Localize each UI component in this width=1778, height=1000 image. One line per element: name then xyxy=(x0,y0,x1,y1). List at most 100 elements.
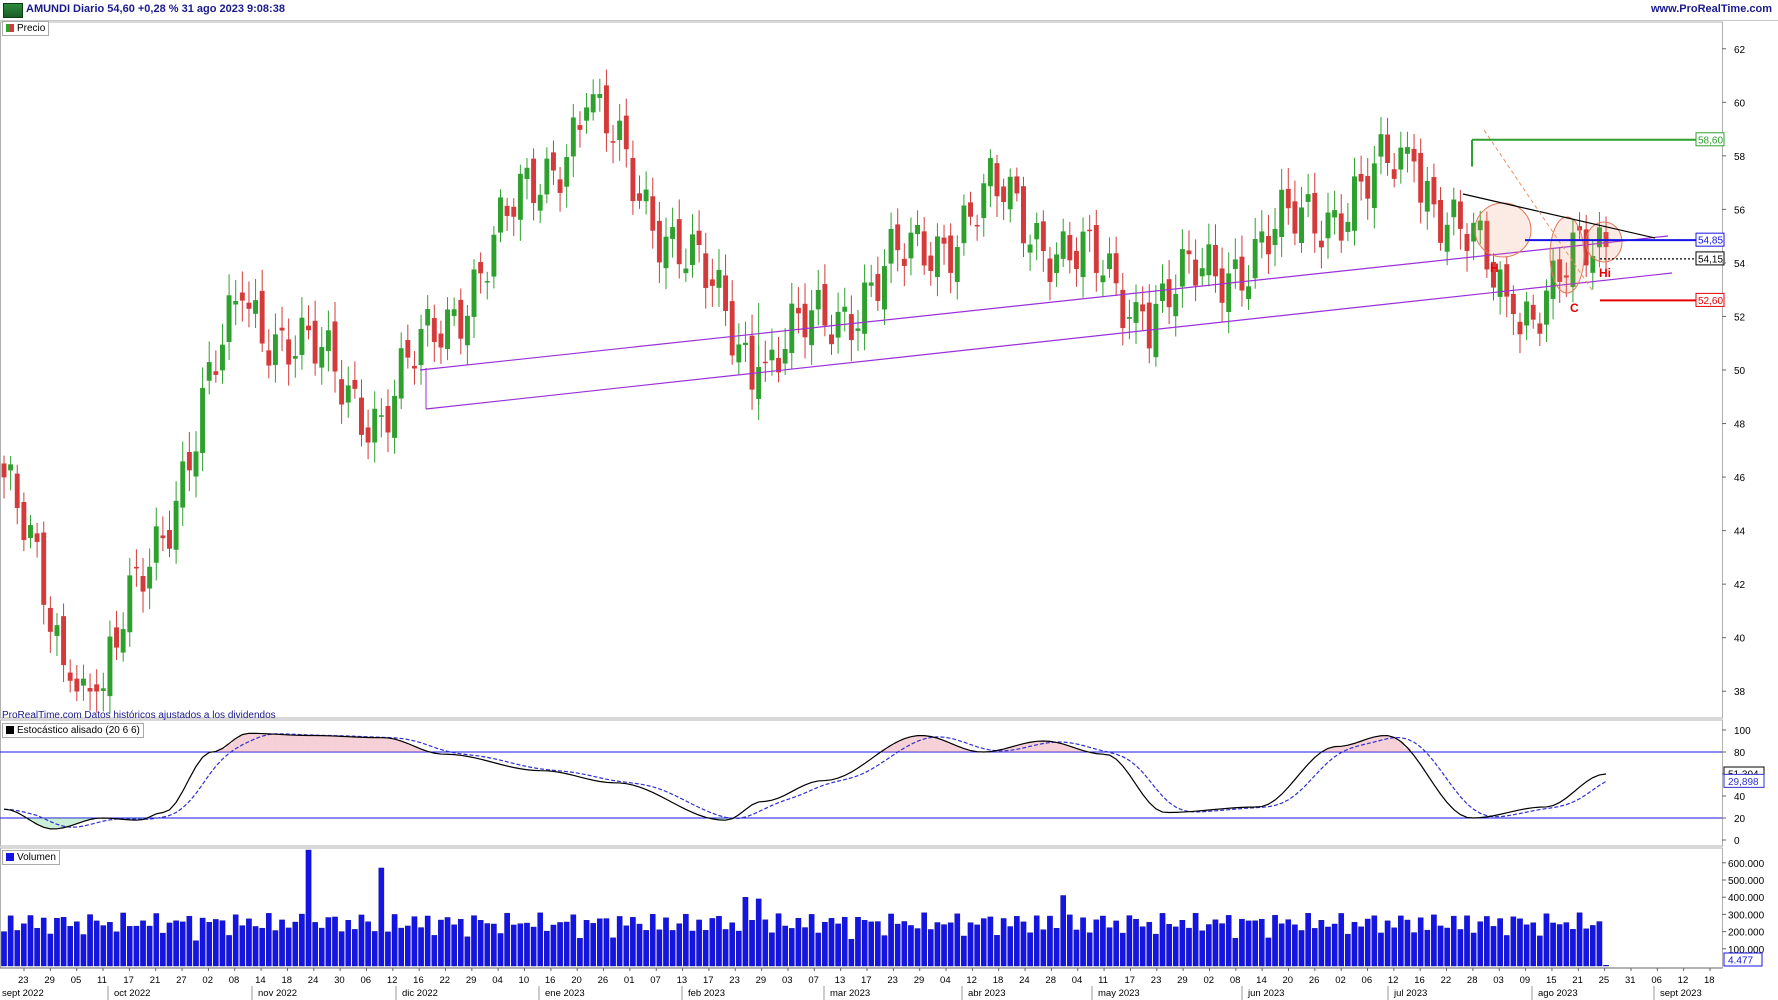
volume-bar xyxy=(1450,915,1457,967)
candle xyxy=(299,297,305,370)
volume-bar xyxy=(941,924,947,967)
volume-bar xyxy=(1252,920,1258,967)
candle xyxy=(782,328,788,375)
site-link[interactable]: www.ProRealTime.com xyxy=(1650,3,1772,15)
candle-body xyxy=(1517,321,1523,335)
stoch-tick-label: 100 xyxy=(1734,726,1751,737)
candle xyxy=(471,259,477,339)
candle-body xyxy=(1140,304,1146,312)
candle xyxy=(921,217,927,275)
candle xyxy=(279,306,285,352)
date-tick-label: 04 xyxy=(492,975,503,986)
candle xyxy=(332,301,338,393)
date-tick-label: 04 xyxy=(1072,975,1083,986)
candle-body xyxy=(531,158,537,204)
volume-bar xyxy=(1060,895,1066,967)
candle xyxy=(14,464,20,525)
volume-bar xyxy=(60,916,67,967)
date-tick-label: 16 xyxy=(413,975,424,986)
candle xyxy=(1232,238,1238,289)
pattern-annotation-hi: Hi xyxy=(1599,266,1611,280)
volume-bar xyxy=(504,912,510,967)
candle xyxy=(167,510,172,558)
price-panel-label[interactable]: Precio xyxy=(2,21,50,36)
volume-bar xyxy=(385,931,391,967)
volume-bar xyxy=(206,922,213,967)
candle xyxy=(1186,230,1192,274)
candle-body xyxy=(1510,293,1516,315)
stochastic-panel-label[interactable]: Estocástico alisado (20 6 6) xyxy=(2,723,144,738)
volume-tick-label: 200.000 xyxy=(1728,928,1765,939)
candle-body xyxy=(306,325,311,331)
date-tick-label: 23 xyxy=(1151,975,1162,986)
volume-bar xyxy=(186,915,193,967)
volume-bar xyxy=(1206,924,1212,967)
candle-body xyxy=(471,269,477,317)
candle-body xyxy=(272,334,278,366)
candle-body xyxy=(842,306,848,312)
instrument-title: AMUNDI Diario 54,60 +0,28 % 31 ago 2023 … xyxy=(26,3,285,15)
candle xyxy=(41,521,47,625)
candle xyxy=(848,295,854,362)
candle xyxy=(445,297,450,361)
candle xyxy=(1385,117,1391,176)
candle xyxy=(1424,166,1430,230)
pattern-neckline xyxy=(1462,193,1656,239)
volume-bar xyxy=(1146,921,1153,967)
volume-bar xyxy=(1431,914,1437,967)
candle xyxy=(1398,131,1404,184)
candle-body xyxy=(359,397,364,435)
date-tick-label: 06 xyxy=(1362,975,1373,986)
date-tick-label: 29 xyxy=(44,975,55,986)
volume-bar xyxy=(1457,929,1464,967)
candle xyxy=(418,314,424,385)
volume-bar xyxy=(438,919,444,967)
candle-body xyxy=(974,224,980,227)
pattern-annotation-h: H xyxy=(1490,261,1499,275)
candle xyxy=(1014,167,1020,202)
volume-bar xyxy=(266,913,272,967)
candle xyxy=(637,175,642,209)
candle xyxy=(1510,285,1516,336)
candle-body xyxy=(114,627,119,648)
candle xyxy=(173,481,179,564)
candle xyxy=(213,350,219,383)
volume-bar xyxy=(1543,913,1550,967)
candle xyxy=(742,321,748,363)
candle-body xyxy=(1021,186,1026,244)
level-label-resistance-box xyxy=(1695,132,1725,147)
volume-bar xyxy=(994,935,1000,967)
candle xyxy=(862,264,868,351)
volume-bar xyxy=(1391,927,1397,967)
candle xyxy=(1126,299,1132,340)
candle xyxy=(1001,178,1007,220)
volume-bar xyxy=(1325,926,1331,967)
candle-body xyxy=(325,330,331,352)
candle-body xyxy=(1358,173,1364,182)
volume-bar xyxy=(616,916,623,967)
candle-body xyxy=(1299,207,1304,243)
candle-legend-icon xyxy=(6,24,14,32)
volume-bar xyxy=(1285,919,1292,967)
date-tick-label: 18 xyxy=(1704,975,1715,986)
candle xyxy=(1352,157,1357,246)
candle xyxy=(1345,203,1351,242)
volume-panel-frame xyxy=(0,847,1723,969)
date-tick-label: 17 xyxy=(861,975,872,986)
candle-body xyxy=(597,94,603,98)
volume-bar xyxy=(1437,925,1444,967)
candle xyxy=(1517,312,1523,354)
candle-body xyxy=(703,253,709,289)
volume-bar xyxy=(80,934,87,967)
candle-body xyxy=(1524,301,1530,326)
candle xyxy=(372,391,378,463)
volume-bar xyxy=(173,920,179,967)
candle xyxy=(1093,209,1099,292)
candle-body xyxy=(1146,302,1152,349)
volume-bar xyxy=(491,923,497,967)
candle xyxy=(1570,219,1576,303)
candle xyxy=(438,320,444,364)
volume-bar xyxy=(193,940,199,967)
volume-panel-label[interactable]: Volumen xyxy=(2,850,60,865)
level-label-resistance: 58,60 xyxy=(1698,135,1723,146)
